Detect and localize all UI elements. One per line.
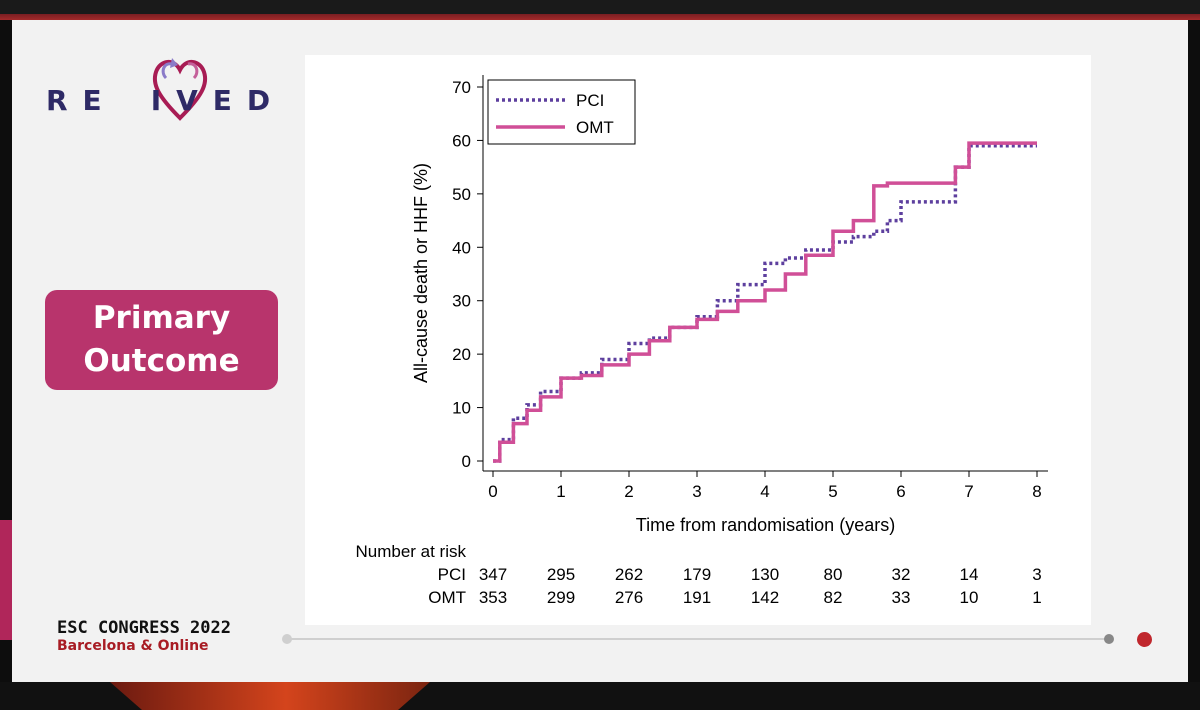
congress-subtitle: Barcelona & Online <box>57 638 209 654</box>
progress-track <box>287 638 1109 640</box>
heart-arrows-icon <box>152 58 208 121</box>
top-stripe <box>0 0 1200 20</box>
progress-start-dot <box>282 634 292 644</box>
outcome-line1: Primary <box>92 299 231 336</box>
revived-logo: RE IVED <box>46 52 296 124</box>
primary-outcome-label: Primary Outcome <box>45 290 278 390</box>
progress-marker-dot <box>1137 632 1152 647</box>
congress-title: ESC CONGRESS 2022 <box>57 618 231 638</box>
logo-text-after: IVED <box>150 84 286 117</box>
bottom-accent-shape <box>110 682 430 710</box>
progress-end-dot <box>1104 634 1114 644</box>
outcome-line2: Outcome <box>83 343 240 379</box>
logo-text: RE IVED <box>46 84 285 117</box>
chart-panel <box>305 55 1091 625</box>
left-edge-accent <box>0 520 12 640</box>
logo-text-before: RE <box>46 84 117 117</box>
